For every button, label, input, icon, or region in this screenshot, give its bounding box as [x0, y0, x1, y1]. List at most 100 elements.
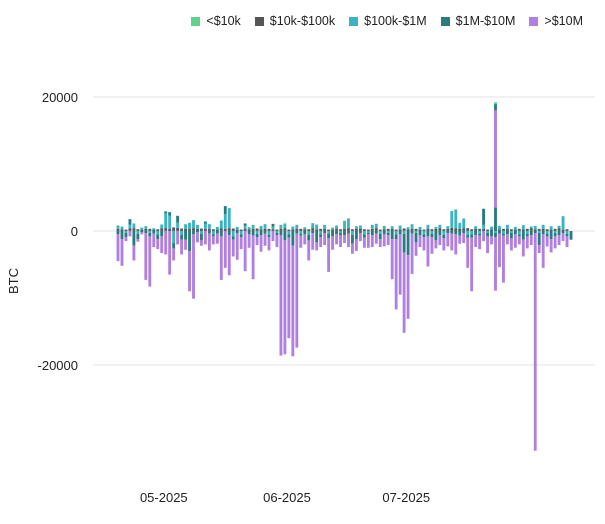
- bar-segment: [192, 231, 195, 235]
- bar-segment: [418, 235, 422, 248]
- bar-segment: [188, 222, 191, 229]
- bar-segment: [339, 231, 342, 234]
- bar-segment: [354, 226, 358, 229]
- bar-segment: [370, 224, 374, 229]
- bar-segment: [192, 220, 195, 229]
- bar-segment: [307, 240, 311, 261]
- bar-segment: [219, 228, 223, 231]
- bar-segment: [529, 226, 533, 229]
- bar-segment: [327, 233, 331, 239]
- bar-segment: [164, 228, 168, 231]
- bar-segment: [343, 231, 346, 236]
- bar-segment: [537, 231, 541, 234]
- bar-segment: [331, 236, 335, 250]
- bar-segment: [152, 231, 156, 234]
- bar-segment: [541, 231, 545, 235]
- legend-item: $100k-$1M: [349, 14, 427, 28]
- x-tick-label: 07-2025: [382, 490, 430, 505]
- bar-segment: [382, 225, 386, 230]
- bar-segment: [525, 231, 529, 234]
- bar-segment: [553, 228, 557, 231]
- bar-segment: [521, 229, 525, 231]
- bar-segment: [553, 236, 557, 249]
- bar-segment: [362, 231, 366, 235]
- bar-segment: [184, 228, 187, 231]
- bar-segment: [263, 228, 267, 231]
- bar-segment: [200, 231, 203, 234]
- bar-segment: [339, 229, 342, 231]
- bar-segment: [450, 231, 454, 234]
- bar-segment: [494, 110, 497, 208]
- bar-segment: [446, 233, 450, 247]
- bar-segment: [275, 233, 279, 236]
- bar-segment: [335, 234, 338, 245]
- bar-segment: [521, 231, 525, 240]
- bar-segment: [331, 227, 335, 230]
- bar-segment: [446, 226, 450, 229]
- bar-segment: [160, 236, 164, 254]
- bar-segment: [378, 239, 382, 248]
- bar-segment: [366, 233, 370, 235]
- bar-segment: [390, 226, 394, 229]
- bar-segment: [351, 231, 354, 236]
- bar-segment: [569, 231, 573, 240]
- bar-segment: [327, 229, 331, 231]
- bar-segment: [521, 239, 525, 257]
- bar-segment: [418, 231, 422, 236]
- bar-segment: [422, 229, 426, 231]
- bar-segment: [219, 220, 223, 229]
- bar-segment: [172, 243, 176, 249]
- bar-segment: [124, 233, 128, 238]
- bar-segment: [442, 229, 446, 231]
- bar-segment: [398, 231, 402, 235]
- bar-segment: [327, 231, 331, 234]
- bar-segment: [116, 225, 120, 229]
- bar-segment: [466, 237, 470, 268]
- bar-segment: [358, 225, 362, 229]
- bar-segment: [215, 233, 219, 244]
- bar-segment: [291, 245, 295, 357]
- bar-segment: [188, 251, 191, 292]
- bar-segment: [128, 224, 132, 229]
- bar-segment: [255, 233, 259, 238]
- bar-segment: [168, 212, 172, 216]
- bar-segment: [184, 231, 187, 240]
- bar-segment: [247, 231, 251, 235]
- bar-segment: [466, 235, 470, 238]
- bar-segment: [347, 228, 350, 231]
- bar-segment: [156, 234, 160, 240]
- bar-segment: [311, 233, 315, 250]
- bar-segment: [184, 239, 187, 250]
- bar-segment: [164, 231, 168, 255]
- bar-segment: [140, 227, 144, 230]
- bar-segment: [215, 229, 219, 231]
- bar-segment: [124, 231, 128, 234]
- bar-segment: [557, 228, 561, 231]
- bar-segment: [207, 231, 211, 234]
- bar-segment: [188, 231, 191, 252]
- bar-segment: [307, 231, 311, 236]
- bar-segment: [537, 228, 541, 231]
- bar-segment: [438, 231, 442, 236]
- bar-segment: [184, 224, 187, 229]
- legend-item: <$10k: [191, 14, 241, 28]
- bar-segment: [239, 237, 243, 250]
- bar-segment: [450, 227, 454, 231]
- bar-segment: [299, 233, 303, 236]
- bar-segment: [438, 228, 442, 231]
- bar-segment: [406, 227, 410, 230]
- bar-segment: [144, 233, 148, 280]
- bar-segment: [287, 237, 291, 339]
- bar-segment: [490, 229, 493, 231]
- bar-segment: [319, 234, 323, 238]
- legend-label: $1M-$10M: [455, 14, 516, 28]
- bar-segment: [537, 233, 541, 246]
- bar-segment: [557, 235, 561, 246]
- bar-segment: [148, 231, 152, 234]
- bar-segment: [541, 224, 545, 229]
- bar-segment: [370, 228, 374, 231]
- legend-swatch: [529, 16, 539, 26]
- bar-segment: [446, 228, 450, 231]
- bar-segment: [517, 231, 521, 235]
- bar-segment: [478, 235, 482, 250]
